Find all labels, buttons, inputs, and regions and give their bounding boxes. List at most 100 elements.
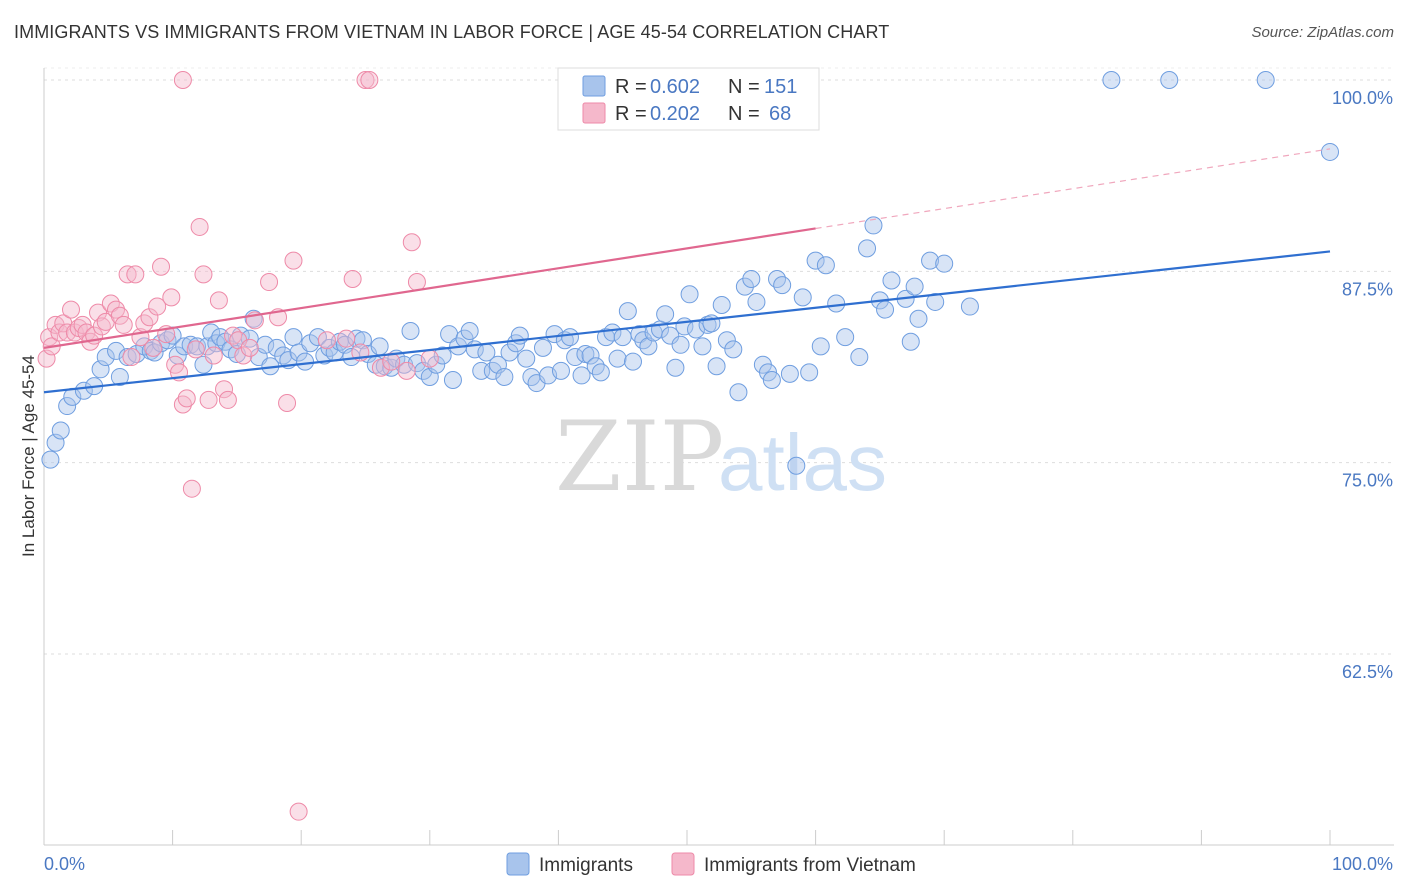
data-point [905,277,924,296]
data-point [337,329,356,348]
data-point [194,265,213,284]
data-point [581,346,600,365]
source-credit: Source: ZipAtlas.com [1251,24,1394,41]
data-point [122,348,141,367]
data-point [194,355,213,374]
data-point [793,288,812,307]
data-point [1102,71,1121,89]
data-point [260,273,279,292]
data-point [347,329,366,348]
data-point [639,337,658,356]
data-point [296,352,315,371]
data-point [41,450,60,469]
data-point [371,358,390,377]
data-point [114,315,133,334]
data-point [407,273,426,292]
x-tick-label: 100.0% [1332,854,1393,874]
data-point [787,456,806,475]
trend-line [43,227,816,349]
data-point [118,265,137,284]
legend-swatch-immigrants [582,75,606,97]
data-point [773,276,792,295]
data-point [110,367,129,386]
data-point [96,348,115,367]
legend-r-value: 0.202 [650,103,700,125]
y-axis-label: In Labor Force | Age 45-54 [19,355,38,557]
data-point [935,254,954,273]
bottom-legend-vietnam: Immigrants from Vietnam [704,855,916,876]
data-point [107,341,126,360]
data-point [500,343,519,362]
data-point [317,331,336,350]
data-point [62,300,81,319]
data-point [572,366,591,385]
data-point [816,256,835,275]
data-point [1256,71,1275,89]
data-point [656,305,675,324]
data-point [921,251,940,270]
data-point [735,277,754,296]
data-point [707,357,726,376]
data-point [240,338,259,357]
data-point [209,291,228,310]
x-tick-label: 0.0% [44,854,85,874]
data-point [177,389,196,408]
data-point [591,363,610,382]
data-point [768,269,787,288]
data-point [811,337,830,356]
data-point [126,265,145,284]
trend-line-extension [815,148,1331,230]
data-point [960,297,979,316]
data-point [186,340,205,359]
data-point [289,802,308,821]
data-point [517,349,536,368]
data-point [560,328,579,347]
data-point [850,348,869,367]
legend-n-value: 68 [769,103,791,125]
data-point [495,367,514,386]
legend-n-value: 151 [764,76,797,98]
watermark: ZIP atlas [555,401,887,513]
data-point [586,357,605,376]
data-point [671,335,690,354]
data-point [551,361,570,380]
data-point [284,251,303,270]
data-point [680,285,699,304]
data-point [618,302,637,321]
data-point [256,335,275,354]
data-point [1321,142,1339,161]
data-point [666,358,685,377]
data-point [218,390,237,409]
data-point [717,331,736,350]
watermark-atlas: atlas [718,418,887,507]
data-point [909,309,928,328]
data-point [729,383,748,402]
data-point [800,363,819,382]
data-point [661,326,680,345]
data-point [127,344,146,363]
x-ticks: 0.0% 100.0% [43,830,1393,874]
legend-n-label: N = [728,76,760,98]
data-point [144,338,163,357]
data-point [397,361,416,380]
data-point [173,71,192,89]
legend-r-value: 0.602 [650,76,700,98]
data-point [402,233,421,252]
bottom-legend-swatch-immigrants [506,852,530,876]
y-tick-label: 100.0% [1332,88,1393,108]
data-point [623,352,642,371]
legend-r-label: R = [615,76,647,98]
data-point [876,300,895,319]
data-point [284,328,303,347]
data-point [836,328,855,347]
data-point [152,257,171,276]
data-point [401,322,420,341]
axes [43,68,1394,846]
y-tick-label: 62.5% [1342,662,1393,682]
data-point [603,323,622,342]
legend-swatch-vietnam [582,102,606,124]
data-point [613,328,632,347]
data-point [926,292,945,311]
data-point [343,269,362,288]
data-point [58,323,77,342]
